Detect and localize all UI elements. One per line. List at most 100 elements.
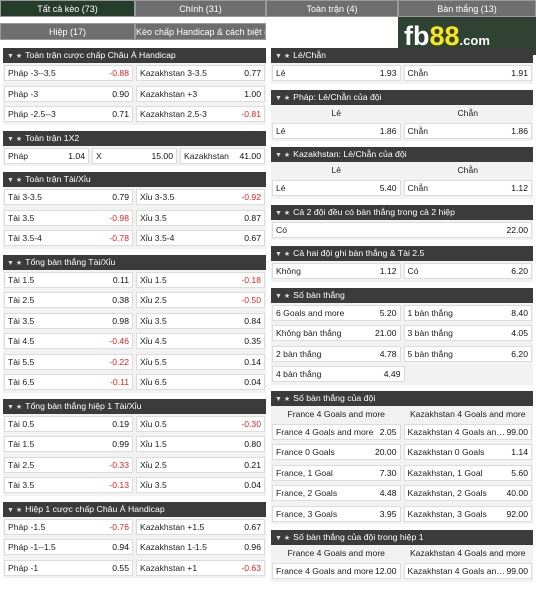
odds-button[interactable]: Tài 3-3.5 0.79: [4, 189, 133, 206]
odds-button[interactable]: Pháp -3--3.5 -0.88: [4, 65, 133, 82]
odds-button[interactable]: Có 22.00: [272, 221, 532, 238]
tab-main[interactable]: Chính (31): [135, 0, 266, 17]
market-header[interactable]: ▼ ★ Hiệp 1 cược chấp Châu Á Handicap: [3, 501, 266, 517]
odds-button[interactable]: Lẻ 1.86: [272, 122, 401, 139]
odds-button[interactable]: Kazakhstan 4 Goals and ... 99.00: [403, 563, 532, 580]
market-header[interactable]: ▼ ★ Cả 2 đội đều có bàn thắng trong cả 2 …: [271, 204, 533, 220]
odds-button[interactable]: France 0 Goals 20.00: [272, 444, 401, 461]
market-header[interactable]: ▼ ★ Tổng bàn thắng hiệp 1 Tài/Xỉu: [3, 398, 266, 414]
odds-button[interactable]: Chẵn 1.91: [403, 65, 532, 82]
odds-button[interactable]: Kazakhstan +1.5 0.67: [136, 518, 265, 535]
collapse-star-icon[interactable]: ▼ ★: [7, 506, 23, 514]
odds-button[interactable]: Tài 6.5 -0.11: [4, 374, 133, 391]
odds-button[interactable]: Không bàn thắng 21.00: [272, 325, 401, 342]
odds-button[interactable]: Tài 2.5 0.38: [4, 292, 133, 309]
odds-button[interactable]: Không 1.12: [272, 263, 401, 280]
collapse-star-icon[interactable]: ▼ ★: [7, 403, 23, 411]
odds-button[interactable]: Kazakhstan 1-1.5 0.96: [136, 539, 265, 556]
collapse-star-icon[interactable]: ▼ ★: [275, 152, 291, 159]
tab-goals[interactable]: Bàn thắng (13): [398, 0, 536, 17]
odds-button[interactable]: Tài 0.5 0.19: [4, 415, 133, 432]
odds-button[interactable]: Xỉu 6.5 0.04: [136, 374, 265, 391]
odds-button[interactable]: Kazakhstan 3-3.5 0.77: [136, 65, 265, 82]
odds-button[interactable]: Kazakhstan 0 Goals 1.14: [403, 444, 532, 461]
odds-button[interactable]: Pháp -1.5 -0.76: [4, 518, 133, 535]
odds-button[interactable]: Xỉu 3.5 0.04: [136, 477, 265, 494]
odds-button[interactable]: Tài 5.5 -0.22: [4, 353, 133, 370]
market-header[interactable]: ▼ ★ Toàn trận 1X2: [3, 130, 266, 146]
odds-button[interactable]: Tài 1.5 0.11: [4, 271, 133, 288]
collapse-star-icon[interactable]: ▼ ★: [275, 94, 291, 102]
odds-button[interactable]: Kazakhstan 4 Goals and ... 99.00: [403, 423, 532, 440]
market-header[interactable]: ▼ ★ Số bàn thắng: [271, 287, 533, 303]
odds-button[interactable]: Kazakhstan +1 -0.63: [136, 559, 265, 576]
collapse-star-icon[interactable]: ▼ ★: [275, 292, 291, 300]
collapse-star-icon[interactable]: ▼ ★: [275, 53, 291, 60]
tab-full-match[interactable]: Toàn trận (4): [266, 0, 398, 17]
odds-button[interactable]: Tài 3.5 0.98: [4, 312, 133, 329]
odds-button[interactable]: Xỉu 2.5 0.21: [136, 456, 265, 473]
odds-button[interactable]: Pháp 1.04: [4, 147, 89, 164]
odds-button[interactable]: Kazakhstan, 2 Goals 40.00: [403, 485, 532, 502]
market-header[interactable]: ▼ ★ Toàn trận cược chấp Châu Á Handicap: [3, 48, 266, 63]
tab-all-markets[interactable]: Tất cả kèo (73): [0, 0, 135, 17]
odds-button[interactable]: Xỉu 3.5-4 0.67: [136, 230, 265, 247]
odds-button[interactable]: Tài 3.5-4 -0.78: [4, 230, 133, 247]
collapse-star-icon[interactable]: ▼ ★: [275, 251, 291, 258]
odds-button[interactable]: Xỉu 3.5 0.87: [136, 209, 265, 226]
collapse-star-icon[interactable]: ▼ ★: [275, 395, 291, 403]
odds-button[interactable]: Pháp -3 0.90: [4, 85, 133, 102]
market-header[interactable]: ▼ ★ Số bàn thắng của đội trong hiệp 1: [271, 530, 533, 545]
odds-button[interactable]: France 4 Goals and more 2.05: [272, 423, 401, 440]
market-header[interactable]: ▼ ★ Pháp: Lẻ/Chẵn của đội: [271, 89, 533, 105]
market-header[interactable]: ▼ ★ Tổng bàn thắng Tài/Xỉu: [3, 254, 266, 270]
odds-button[interactable]: Có 6.20: [403, 263, 532, 280]
odds-button[interactable]: X 15.00: [92, 147, 177, 164]
odds-button[interactable]: 6 Goals and more 5.20: [272, 304, 401, 321]
odds-button[interactable]: Xỉu 0.5 -0.30: [136, 415, 265, 432]
market-header[interactable]: ▼ ★ Cả hai đội ghi bàn thắng & Tài 2.5: [271, 246, 533, 261]
odds-button[interactable]: Chẵn 1.12: [403, 180, 532, 197]
odds-button[interactable]: Tài 4.5 -0.46: [4, 333, 133, 350]
collapse-star-icon[interactable]: ▼ ★: [275, 209, 291, 217]
odds-button[interactable]: Tài 3.5 -0.13: [4, 477, 133, 494]
odds-button[interactable]: Pháp -1--1.5 0.94: [4, 539, 133, 556]
odds-button[interactable]: Pháp -1 0.55: [4, 559, 133, 576]
odds-button[interactable]: Xỉu 2.5 -0.50: [136, 292, 265, 309]
odds-button[interactable]: 2 bàn thắng 4.78: [272, 345, 401, 362]
odds-button[interactable]: France, 1 Goal 7.30: [272, 464, 401, 481]
odds-button[interactable]: France, 2 Goals 4.48: [272, 485, 401, 502]
odds-button[interactable]: Xỉu 1.5 -0.18: [136, 271, 265, 288]
collapse-star-icon[interactable]: ▼ ★: [7, 53, 23, 60]
odds-button[interactable]: France 4 Goals and more 12.00: [272, 563, 401, 580]
odds-button[interactable]: France, 3 Goals 3.95: [272, 505, 401, 522]
odds-button[interactable]: Kazakhstan 41.00: [180, 147, 265, 164]
odds-button[interactable]: Chẵn 1.86: [403, 122, 532, 139]
odds-button[interactable]: Tài 3.5 -0.98: [4, 209, 133, 226]
collapse-star-icon[interactable]: ▼ ★: [7, 259, 23, 267]
market-header[interactable]: ▼ ★ Số bàn thắng của đội: [271, 390, 533, 406]
tab-handicap-margin[interactable]: Kèo chấp Handicap & cách biệt (3): [135, 23, 266, 40]
odds-button[interactable]: Xỉu 1.5 0.80: [136, 436, 265, 453]
market-header[interactable]: ▼ ★ Kazakhstan: Lẻ/Chẵn của đội: [271, 147, 533, 162]
collapse-star-icon[interactable]: ▼ ★: [275, 535, 291, 542]
odds-button[interactable]: Tài 1.5 0.99: [4, 436, 133, 453]
odds-button[interactable]: 4 bàn thắng 4.49: [272, 366, 405, 383]
collapse-star-icon[interactable]: ▼ ★: [7, 135, 23, 143]
odds-button[interactable]: Xỉu 3-3.5 -0.92: [136, 189, 265, 206]
odds-button[interactable]: Kazakhstan 2.5-3 -0.81: [136, 106, 265, 123]
odds-button[interactable]: 1 bàn thắng 8.40: [403, 304, 532, 321]
odds-button[interactable]: Lẻ 1.93: [272, 65, 401, 82]
odds-button[interactable]: Kazakhstan +3 1.00: [136, 85, 265, 102]
odds-button[interactable]: Lẻ 5.40: [272, 180, 401, 197]
odds-button[interactable]: Tài 2.5 -0.33: [4, 456, 133, 473]
odds-button[interactable]: 3 bàn thắng 4.05: [403, 325, 532, 342]
odds-button[interactable]: Xỉu 5.5 0.14: [136, 353, 265, 370]
collapse-star-icon[interactable]: ▼ ★: [7, 177, 23, 184]
odds-button[interactable]: 5 bàn thắng 6.20: [403, 345, 532, 362]
odds-button[interactable]: Kazakhstan, 3 Goals 92.00: [403, 505, 532, 522]
odds-button[interactable]: Xỉu 4.5 0.35: [136, 333, 265, 350]
odds-button[interactable]: Xỉu 3.5 0.84: [136, 312, 265, 329]
odds-button[interactable]: Kazakhstan, 1 Goal 5.60: [403, 464, 532, 481]
market-header[interactable]: ▼ ★ Lẻ/Chẵn: [271, 48, 533, 63]
